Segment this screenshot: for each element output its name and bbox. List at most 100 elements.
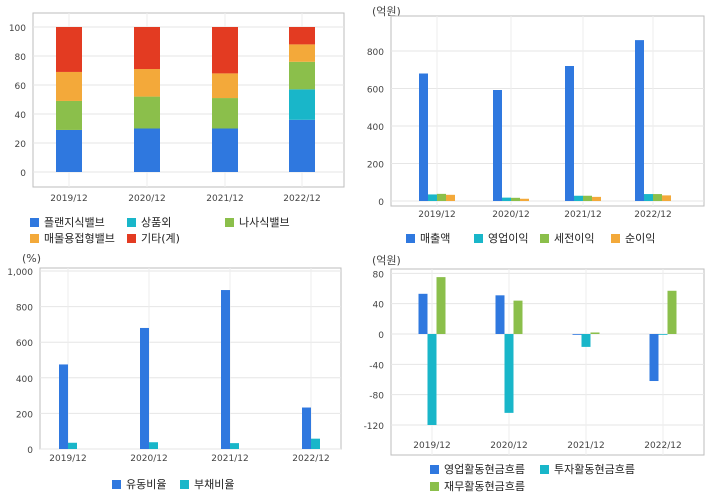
legend-item: 순이익: [611, 230, 655, 246]
bar: [418, 293, 428, 334]
bar: [221, 290, 230, 449]
y-tick-label: 200: [367, 161, 384, 171]
x-tick-label: 2021/12: [206, 194, 243, 204]
income-legend: 매출액 영업이익 세전이익 순이익: [360, 0, 720, 248]
plot-area: [39, 267, 342, 450]
legend-label: 유동비율: [126, 478, 167, 491]
legend-swatch: [474, 233, 483, 243]
legend-swatch: [180, 479, 189, 489]
legend-label: 상품외: [141, 216, 172, 229]
y-tick-label: 800: [16, 304, 33, 314]
legend-item: 영업활동현금흐름: [430, 461, 525, 477]
ratio-plot: 0 200 400 600 800 1,000 2019/12 2020/12 2021/12 2…: [7, 267, 342, 464]
bar-segment: [289, 61, 315, 90]
y-tick-label: 400: [367, 123, 384, 133]
y-tick-label: 1,000: [7, 268, 33, 278]
x-tick-label: 2019/12: [50, 194, 87, 204]
bar: [644, 194, 653, 201]
y-tick-label: 0: [20, 169, 26, 179]
bar-segment: [289, 44, 315, 62]
legend-label: 재무활동현금흐름: [444, 480, 525, 493]
legend-label: 매몰용접형밸브: [44, 232, 115, 245]
cashflow-unit-label: (억원): [372, 254, 401, 267]
bar-segment: [134, 128, 160, 172]
legend-item: 투자활동현금흐름: [540, 461, 635, 477]
bar: [437, 193, 446, 201]
bar: [502, 197, 511, 201]
legend-item: 부채비율: [180, 476, 234, 492]
legend-swatch: [112, 479, 121, 489]
bar: [230, 443, 239, 449]
legend-swatch: [30, 217, 39, 227]
bar: [436, 277, 446, 334]
legend-item: 플랜지식밸브: [30, 214, 105, 230]
bar: [59, 364, 68, 449]
income-plot: 0 200 400 600 800 2019/12 2020/12 2021/12 2022/1…: [367, 15, 705, 220]
bar: [511, 197, 520, 201]
legend-swatch: [430, 464, 439, 474]
y-tick-label: -120: [364, 422, 385, 432]
bar: [513, 300, 523, 334]
x-tick-label: 2021/12: [567, 441, 604, 451]
bar: [649, 334, 659, 382]
bar-segment: [56, 100, 82, 130]
legend-label: 기타(계): [141, 232, 180, 245]
legend-swatch: [611, 233, 620, 243]
legend-swatch: [406, 233, 415, 243]
cashflow-chart: (억원) -120 -80 -40 0 40 80 2019/12 2020/12 2021/1…: [360, 248, 720, 496]
bar: [662, 195, 671, 201]
bar-segment: [289, 119, 315, 172]
bar: [635, 40, 644, 201]
bar: [493, 90, 502, 201]
legend-label: 순이익: [625, 232, 656, 245]
y-tick-label: 600: [16, 339, 33, 349]
bar-segment: [56, 129, 82, 172]
income-unit-label: (억원): [372, 5, 401, 18]
bar: [68, 442, 77, 449]
y-tick-label: 200: [16, 410, 33, 420]
bar: [446, 194, 455, 201]
y-tick-label: 60: [15, 82, 27, 92]
y-tick-label: 20: [15, 140, 27, 150]
legend-swatch: [30, 233, 39, 243]
income-chart: (억원) 0 200 400 600 800 2019/12 2020/12 2021/12 2…: [360, 0, 720, 248]
x-tick-label: 2022/12: [634, 210, 671, 220]
legend-swatch: [540, 233, 549, 243]
x-tick-label: 2020/12: [130, 454, 167, 464]
bar-segment: [212, 27, 238, 74]
ratio-chart: (%) 0 200 400 600 800 1,000 2019/12 2020/12 2021…: [0, 248, 360, 496]
bar-segment: [212, 98, 238, 129]
x-tick-label: 2022/12: [644, 441, 681, 451]
bar: [574, 195, 583, 201]
bar-segment: [134, 69, 160, 97]
legend-label: 영업이익: [488, 232, 529, 245]
bar-segment: [289, 27, 315, 45]
legend-label: 영업활동현금흐름: [444, 463, 525, 476]
y-tick-label: 0: [27, 446, 33, 456]
bar-segment: [134, 27, 160, 70]
legend-label: 플랜지식밸브: [44, 216, 105, 229]
y-tick-label: 0: [378, 198, 384, 208]
bar-segment: [56, 27, 82, 72]
y-tick-label: 40: [15, 111, 27, 121]
y-tick-label: 80: [15, 53, 27, 63]
plot-area: [390, 15, 705, 207]
y-tick-label: 0: [378, 331, 384, 341]
legend-label: 세전이익: [554, 232, 595, 245]
legend-swatch: [127, 217, 136, 227]
bar: [590, 332, 600, 334]
bar: [419, 73, 428, 201]
x-tick-label: 2021/12: [211, 454, 248, 464]
legend-label: 나사식밸브: [239, 216, 290, 229]
bar-segment: [289, 89, 315, 120]
bar: [667, 290, 677, 334]
y-tick-label: -40: [369, 361, 384, 371]
bar: [149, 442, 158, 449]
legend-item: 매몰용접형밸브: [30, 230, 115, 246]
y-tick-label: -80: [369, 392, 384, 402]
y-tick-label: 100: [9, 24, 26, 34]
bar: [572, 334, 582, 335]
x-tick-label: 2022/12: [292, 454, 329, 464]
y-tick-label: 800: [367, 48, 384, 58]
